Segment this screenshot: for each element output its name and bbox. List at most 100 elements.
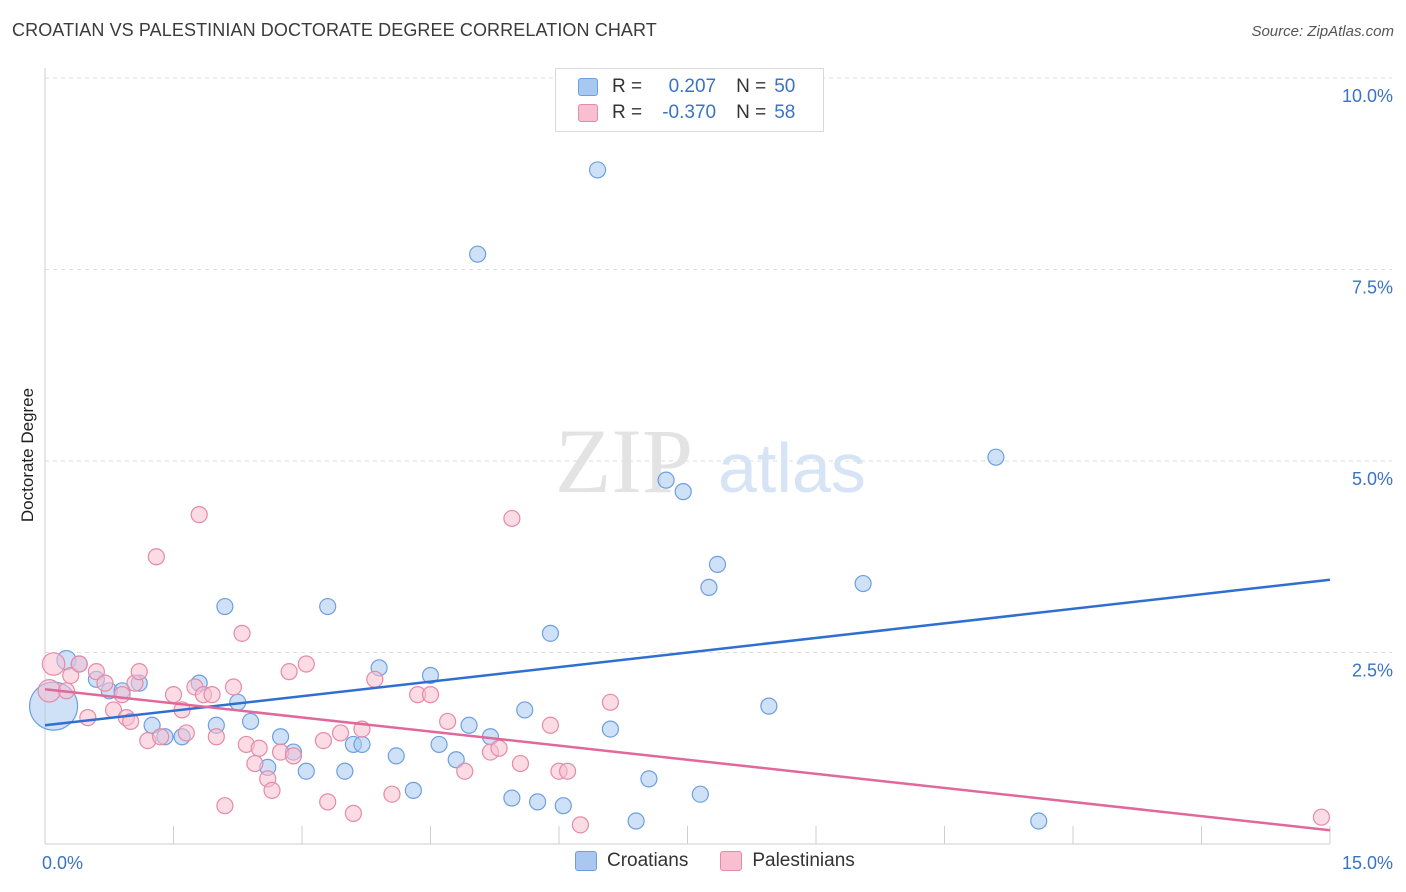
point-croatians [460,716,478,734]
point-croatians [387,747,405,765]
point-palestinians [164,686,183,704]
point-croatians [353,735,371,754]
legend-r-value: 0.207 [668,76,717,97]
point-palestinians [70,655,88,673]
point-palestinians [216,797,234,815]
point-croatians [674,483,692,501]
point-palestinians [344,804,362,822]
series-swatch-palestinians [720,851,743,871]
watermark-zip: ZIP [555,410,693,512]
y-axis-label: Doctorate Degree [18,387,37,523]
point-croatians [554,797,572,815]
point-palestinians [571,816,590,834]
point-palestinians [79,709,97,727]
point-palestinians [511,754,530,773]
point-palestinians [490,739,508,757]
point-palestinians [246,754,264,773]
point-palestinians [130,663,148,681]
point-palestinians [439,712,457,731]
point-palestinians [331,724,350,742]
point-croatians [528,793,547,811]
watermark: ZIP atlas [555,410,866,512]
series-legend: Croatians Palestinians [575,850,887,872]
data-points [28,161,1331,834]
point-palestinians [1312,808,1331,826]
point-palestinians [366,670,384,688]
legend-swatch-palestinians [578,104,598,122]
point-croatians [216,597,234,616]
point-palestinians [558,762,577,780]
point-palestinians [113,686,131,704]
point-palestinians [233,624,251,642]
legend-r-value: -0.370 [662,102,717,123]
point-palestinians [601,693,620,711]
point-croatians [700,578,718,596]
point-croatians [640,770,658,788]
legend-r-label: R = [612,76,643,97]
series-label-croatians: Croatians [607,850,689,871]
chart-title: CROATIAN VS PALESTINIAN DOCTORATE DEGREE… [12,20,657,40]
series-label-palestinians: Palestinians [752,850,855,871]
tick-labels: 2.5% 5.0% 7.5% 10.0% 0.0% 15.0% [42,86,1393,873]
point-croatians [987,448,1005,466]
point-palestinians [421,686,440,704]
legend-n-value: 58 [774,102,796,123]
point-palestinians [280,663,298,681]
point-croatians [708,555,727,574]
y-tick-label: 10.0% [1342,86,1393,106]
point-palestinians [177,724,195,742]
series-swatch-croatians [575,851,597,871]
legend-n-label: N = [736,102,767,123]
point-palestinians [152,728,170,746]
point-palestinians [263,781,281,799]
legend-r-label: R = [612,102,643,123]
point-palestinians [314,731,333,750]
point-palestinians [41,652,66,676]
point-palestinians [122,712,140,731]
point-palestinians [250,739,268,757]
trend-line-palestinians [44,688,1331,832]
point-palestinians [147,548,165,566]
point-croatians [404,781,422,799]
legend-n-label: N = [736,76,767,97]
point-croatians [541,624,560,642]
trend-line-croatians [44,578,1331,727]
point-palestinians [383,785,401,803]
point-croatians [588,161,607,179]
trend-lines [44,578,1331,832]
point-croatians [242,712,260,731]
y-tick-label: 7.5% [1352,278,1393,298]
point-croatians [601,720,620,738]
point-palestinians [456,762,474,780]
point-croatians [336,762,354,780]
point-palestinians [284,747,303,765]
point-croatians [627,812,645,830]
series-legend-croatians: Croatians [575,850,688,872]
point-palestinians [297,655,315,673]
series-legend-palestinians: Palestinians [720,850,855,872]
point-palestinians [203,686,221,704]
source-label: Source: ZipAtlas.com [1251,23,1394,40]
point-palestinians [541,716,560,734]
point-croatians [503,789,521,807]
point-palestinians [319,793,337,811]
legend-swatch-croatians [578,78,598,96]
point-croatians [421,666,440,685]
point-croatians [271,728,290,746]
point-croatians [760,697,778,715]
point-croatians [430,735,448,754]
point-palestinians [96,674,114,692]
x-tick-label: 15.0% [1342,853,1393,873]
point-croatians [469,245,487,263]
y-tick-label: 2.5% [1352,661,1393,681]
point-croatians [447,751,465,769]
point-palestinians [87,663,106,681]
point-croatians [319,597,337,616]
legend-row-palestinians: R = -0.370 N = 58 [578,101,795,125]
y-tick-label: 5.0% [1352,469,1393,489]
point-croatians [657,471,675,489]
point-palestinians [190,506,208,524]
watermark-atlas: atlas [718,429,866,507]
point-croatians [691,785,709,803]
